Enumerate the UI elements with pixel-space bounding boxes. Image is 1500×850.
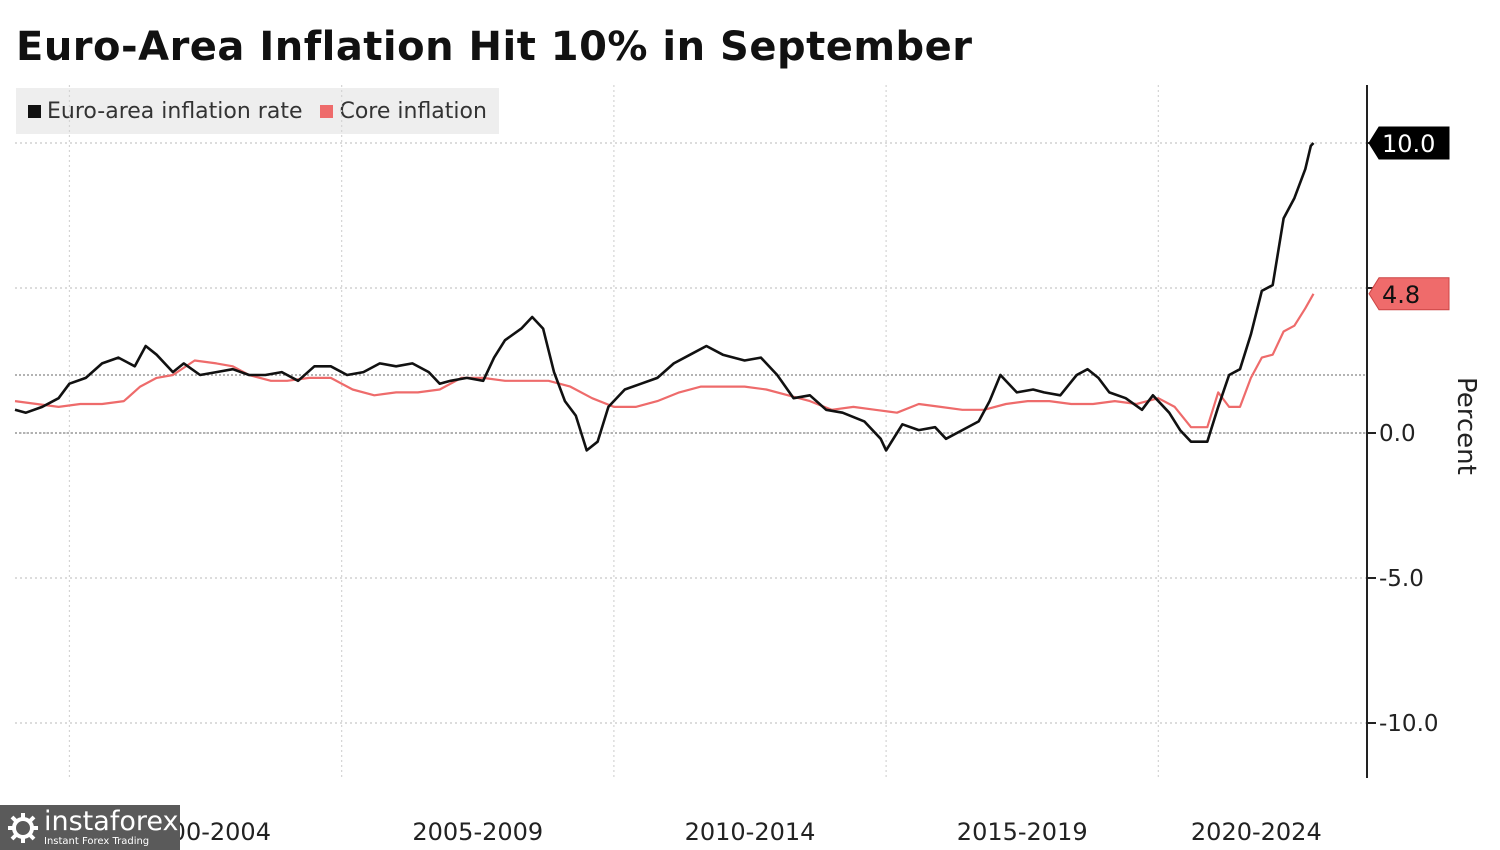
legend-item-headline: Euro-area inflation rate — [28, 99, 302, 124]
legend-item-core: Core inflation — [320, 98, 487, 124]
y-tick-label-4: -10.0 — [1379, 711, 1439, 737]
callout-box-0 — [1368, 126, 1450, 160]
series-layer — [14, 142, 1315, 452]
x-tick-label-3: 2015-2019 — [957, 818, 1088, 846]
chart-title: Euro-Area Inflation Hit 10% in September — [16, 24, 973, 70]
watermark: instaforex Instant Forex Trading — [0, 805, 180, 850]
legend-label-core: Core inflation — [339, 98, 487, 124]
callout-label-0: 10.0 — [1382, 130, 1435, 158]
x-tick-label-2: 2010-2014 — [685, 818, 816, 846]
legend-label-headline: Euro-area inflation rate — [47, 98, 303, 124]
series-line-1 — [14, 293, 1315, 429]
legend: Euro-area inflation rate Core inflation — [16, 88, 499, 134]
x-tick-label-4: 2020-2024 — [1191, 818, 1322, 846]
watermark-text: instaforex Instant Forex Trading — [44, 808, 178, 847]
legend-swatch-headline — [28, 104, 41, 118]
gear-logo-icon — [8, 812, 38, 843]
y-tick-label-3: -5.0 — [1379, 566, 1424, 592]
y-axis-title: Percent — [1451, 377, 1481, 475]
watermark-brand: instaforex — [44, 806, 179, 837]
series-line-0 — [14, 142, 1315, 452]
y-tick-label-2: 0.0 — [1379, 421, 1416, 447]
callout-layer: 10.0 4.8 — [1368, 126, 1450, 311]
callout-label-1: 4.8 — [1382, 281, 1420, 309]
grid-layer — [15, 85, 1367, 778]
callout-box-1 — [1368, 277, 1450, 311]
watermark-tagline: Instant Forex Trading — [44, 836, 150, 847]
x-tick-label-1: 2005-2009 — [412, 818, 543, 846]
legend-swatch-core — [320, 104, 334, 118]
